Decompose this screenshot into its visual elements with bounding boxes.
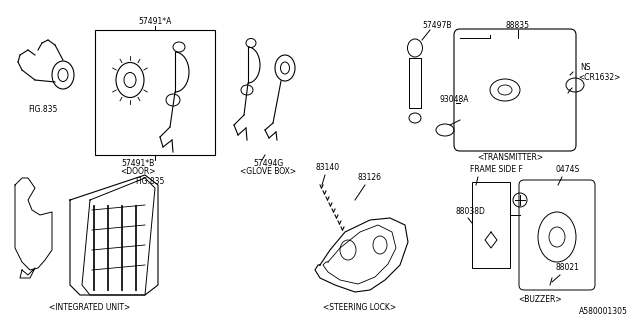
Text: 88038D: 88038D bbox=[455, 207, 485, 217]
Bar bbox=[472, 182, 510, 268]
Text: <GLOVE BOX>: <GLOVE BOX> bbox=[240, 167, 296, 177]
Text: 93048A: 93048A bbox=[440, 95, 470, 105]
Text: 57491*B: 57491*B bbox=[122, 158, 155, 167]
Text: 57494G: 57494G bbox=[253, 158, 283, 167]
Text: 83140: 83140 bbox=[315, 164, 339, 172]
Text: <TRANSMITTER>: <TRANSMITTER> bbox=[477, 154, 543, 163]
Text: 0474S: 0474S bbox=[555, 165, 579, 174]
Text: FIG.835: FIG.835 bbox=[28, 106, 58, 115]
Text: <CR1632>: <CR1632> bbox=[578, 73, 620, 82]
Text: 88835: 88835 bbox=[506, 20, 530, 29]
Text: FRAME SIDE F: FRAME SIDE F bbox=[470, 165, 523, 174]
Text: 83126: 83126 bbox=[358, 173, 382, 182]
Text: <BUZZER>: <BUZZER> bbox=[518, 295, 562, 305]
Text: 57491*A: 57491*A bbox=[138, 18, 172, 27]
Text: FIG.835: FIG.835 bbox=[135, 178, 164, 187]
Text: 57497B: 57497B bbox=[422, 20, 451, 29]
Text: NS: NS bbox=[580, 63, 591, 73]
Text: <STEERING LOCK>: <STEERING LOCK> bbox=[323, 303, 397, 313]
Text: A580001305: A580001305 bbox=[579, 308, 628, 316]
Text: <DOOR>: <DOOR> bbox=[120, 167, 156, 177]
Bar bbox=[95, 30, 215, 155]
Text: <INTEGRATED UNIT>: <INTEGRATED UNIT> bbox=[49, 303, 131, 313]
Text: 88021: 88021 bbox=[555, 263, 579, 273]
